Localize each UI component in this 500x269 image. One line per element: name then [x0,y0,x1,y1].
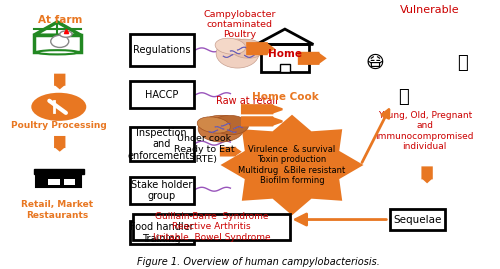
FancyBboxPatch shape [390,209,445,230]
FancyBboxPatch shape [261,44,308,72]
Polygon shape [242,105,282,113]
FancyBboxPatch shape [64,179,76,185]
Text: Guillain-Barre  Syndrome
Reactive Arthritis
Irritable  Bowel Syndrome: Guillain-Barre Syndrome Reactive Arthrit… [152,212,270,242]
Text: 👴: 👴 [398,88,409,106]
Ellipse shape [50,35,68,47]
Ellipse shape [37,50,78,54]
Ellipse shape [215,38,246,54]
FancyBboxPatch shape [34,169,84,174]
Text: Food handler
Training: Food handler Training [130,222,194,244]
Text: HACCP: HACCP [145,90,178,100]
Ellipse shape [230,39,264,58]
Ellipse shape [216,39,259,68]
Text: Virulence  & survival
Toxin production
Multidrug  &Bile resistant
Biofilm formin: Virulence & survival Toxin production Mu… [238,145,346,185]
Text: Retail, Market
Restaurants: Retail, Market Restaurants [22,200,94,220]
Text: Home: Home [268,49,302,59]
Ellipse shape [197,117,230,133]
Text: Young, Old, Pregnant
and
immunocompromised
individual: Young, Old, Pregnant and immunocompromis… [376,111,474,151]
Polygon shape [221,148,240,155]
Polygon shape [299,53,325,64]
Text: At farm: At farm [38,15,82,24]
FancyBboxPatch shape [34,35,81,52]
FancyBboxPatch shape [130,221,194,244]
Text: Campylobacter
contaminated
Poultry: Campylobacter contaminated Poultry [204,9,276,39]
FancyBboxPatch shape [130,128,194,161]
Text: Regulations: Regulations [133,45,190,55]
Polygon shape [55,137,64,150]
FancyBboxPatch shape [130,177,194,204]
Ellipse shape [198,115,244,142]
Polygon shape [55,75,64,88]
Polygon shape [242,117,282,125]
Text: 🤰: 🤰 [458,54,468,72]
Circle shape [60,31,72,37]
Polygon shape [34,22,81,35]
Text: Home Cook: Home Cook [252,92,318,102]
Text: Vulnerable: Vulnerable [400,5,460,15]
Text: Poultry Processing: Poultry Processing [11,121,106,129]
FancyBboxPatch shape [48,179,60,185]
Text: Stake holder
group: Stake holder group [131,180,192,201]
FancyBboxPatch shape [130,82,194,108]
Circle shape [32,93,86,121]
Polygon shape [247,43,274,54]
Polygon shape [422,167,432,182]
Text: Under cook
Ready to Eat
(RTE): Under cook Ready to Eat (RTE) [174,134,234,164]
Ellipse shape [212,115,248,134]
FancyBboxPatch shape [36,172,82,187]
Text: Inspection
and
enforcements: Inspection and enforcements [128,128,196,161]
FancyBboxPatch shape [133,214,290,239]
Text: Figure 1. Overview of human campylobacteriosis.: Figure 1. Overview of human campylobacte… [138,257,380,267]
Text: Raw at retail: Raw at retail [216,96,278,106]
FancyBboxPatch shape [130,34,194,66]
FancyBboxPatch shape [280,64,290,72]
Polygon shape [256,29,314,44]
Text: 😷: 😷 [366,54,384,72]
Polygon shape [224,116,360,214]
Text: Sequelae: Sequelae [394,215,442,225]
